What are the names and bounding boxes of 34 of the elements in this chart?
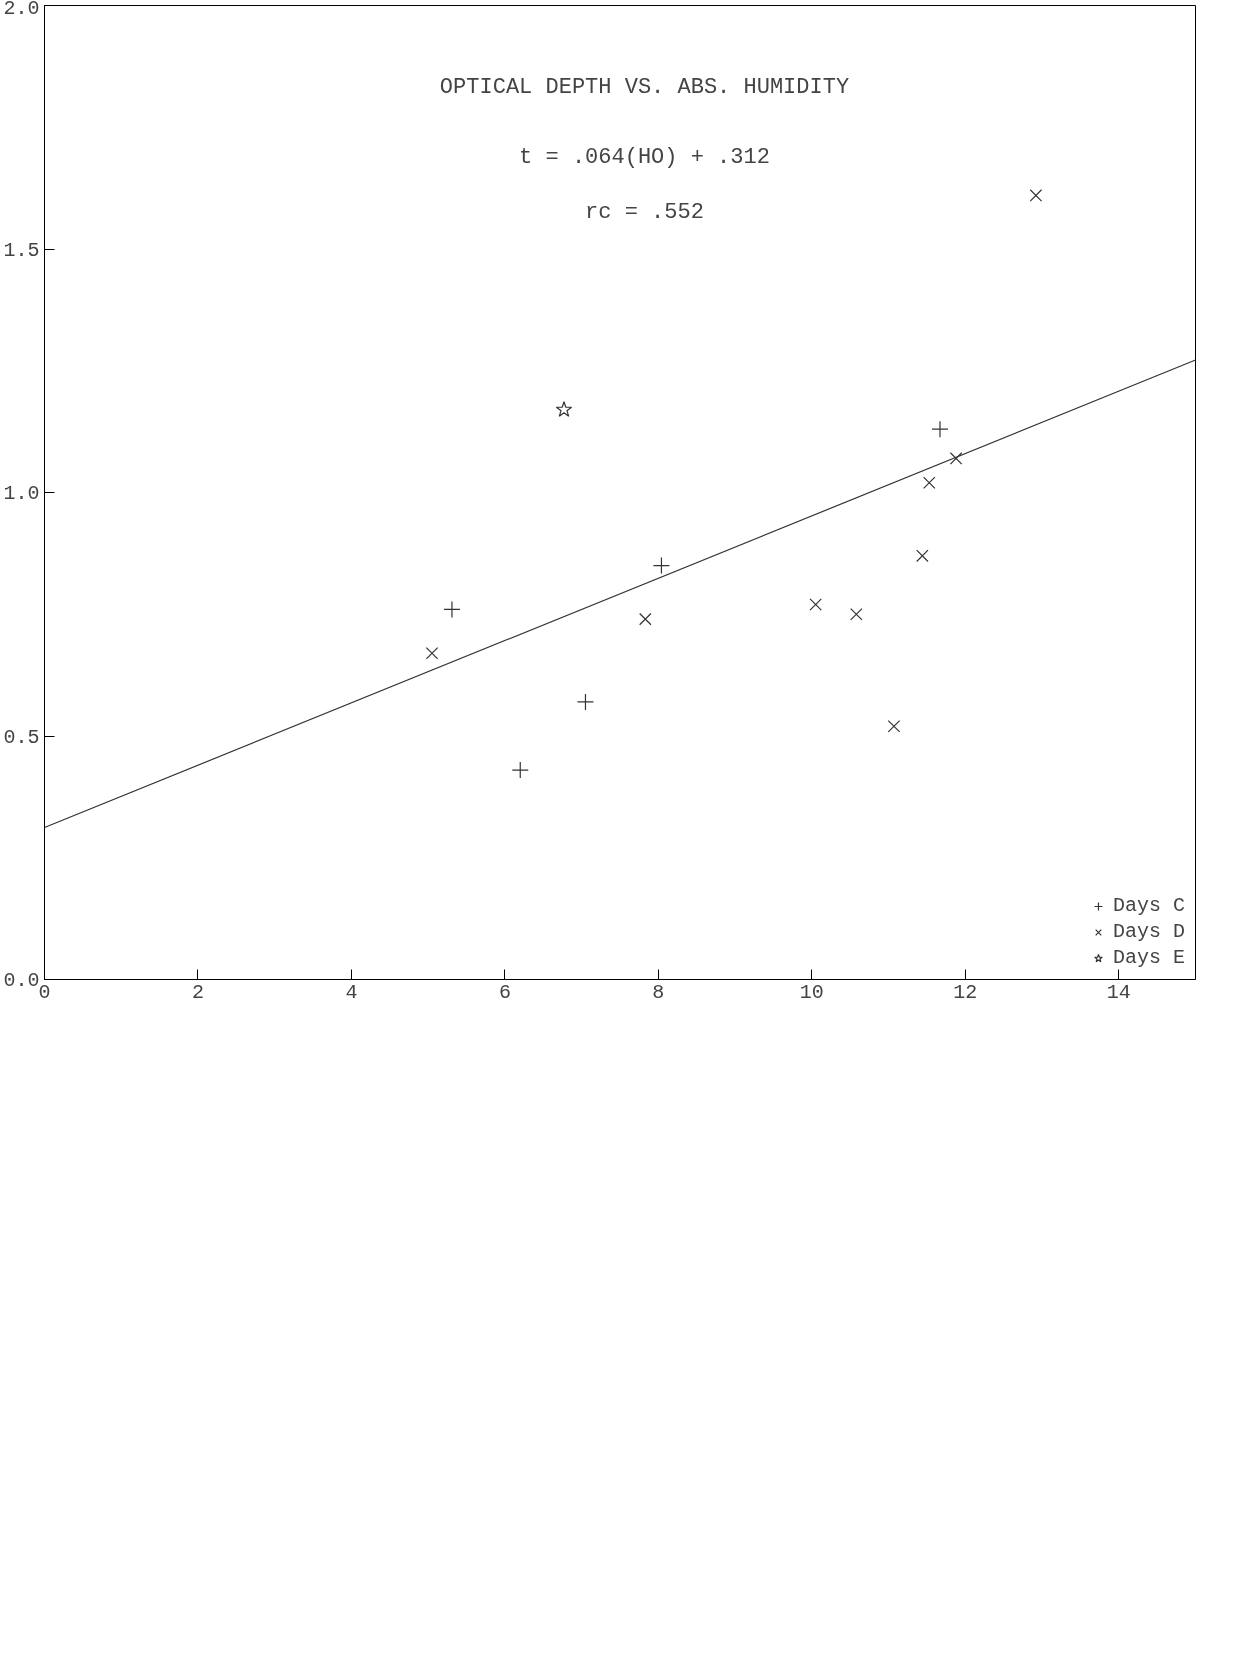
point xyxy=(555,401,573,417)
x-tick-label: 2 xyxy=(191,980,204,1004)
text: OPTICAL DEPTH VS. ABS. HUMIDITY xyxy=(439,74,850,100)
point xyxy=(425,646,439,660)
point xyxy=(652,556,671,575)
legend-label: Days E xyxy=(1112,946,1185,969)
annotation: rc = .552 xyxy=(585,199,704,225)
x-tick-label: 4 xyxy=(345,980,358,1004)
point xyxy=(916,549,929,563)
y-tick-label: 2.0 xyxy=(3,0,40,20)
y-tick-label: 1.0 xyxy=(3,482,40,505)
x-tick-label: 0 xyxy=(38,980,51,1004)
point xyxy=(443,600,461,618)
x-tick-label: 6 xyxy=(498,980,511,1004)
point xyxy=(931,420,949,438)
x-tick-label: 12 xyxy=(953,980,978,1004)
point xyxy=(887,720,901,733)
legend-label: Days C xyxy=(1112,894,1185,917)
legend-label: Days D xyxy=(1112,920,1185,943)
point xyxy=(809,598,822,611)
x-tick-label: 10 xyxy=(799,980,824,1004)
point xyxy=(639,612,652,626)
point xyxy=(850,607,863,621)
x-tick-label: 8 xyxy=(652,980,665,1004)
y-tick-label: 0.5 xyxy=(3,725,40,749)
point xyxy=(511,761,529,779)
point xyxy=(1029,189,1043,202)
point xyxy=(922,476,936,490)
point xyxy=(576,693,595,711)
y-tick-label: 1.5 xyxy=(3,238,40,262)
x-tick-label: 14 xyxy=(1106,980,1131,1004)
y-tick-label: 0.0 xyxy=(3,969,40,992)
point xyxy=(949,452,963,465)
annotation: t = .064(HO) + .312 xyxy=(519,144,770,170)
